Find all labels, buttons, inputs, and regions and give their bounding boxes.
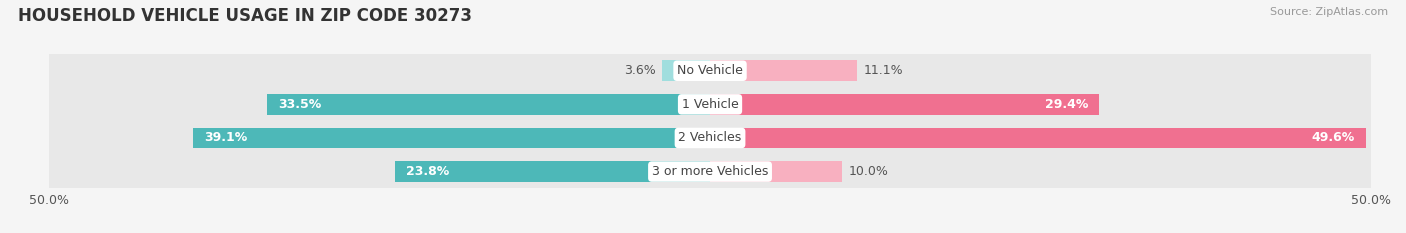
Bar	[193, 127, 710, 148]
Text: HOUSEHOLD VEHICLE USAGE IN ZIP CODE 30273: HOUSEHOLD VEHICLE USAGE IN ZIP CODE 3027…	[18, 7, 472, 25]
Text: 1 Vehicle: 1 Vehicle	[682, 98, 738, 111]
Text: 3.6%: 3.6%	[624, 64, 655, 77]
Bar	[49, 54, 1371, 88]
Text: 33.5%: 33.5%	[278, 98, 321, 111]
Bar	[710, 60, 856, 81]
Bar	[710, 94, 1098, 115]
Text: 2 Vehicles: 2 Vehicles	[679, 131, 741, 144]
Text: 10.0%: 10.0%	[849, 165, 889, 178]
Text: Source: ZipAtlas.com: Source: ZipAtlas.com	[1270, 7, 1388, 17]
Text: 39.1%: 39.1%	[204, 131, 247, 144]
Text: 29.4%: 29.4%	[1045, 98, 1088, 111]
Text: 49.6%: 49.6%	[1312, 131, 1355, 144]
Bar	[49, 121, 1371, 155]
Text: 3 or more Vehicles: 3 or more Vehicles	[652, 165, 768, 178]
Bar	[267, 94, 710, 115]
Bar	[710, 127, 1365, 148]
Bar	[662, 60, 710, 81]
Bar	[710, 161, 842, 182]
Text: No Vehicle: No Vehicle	[678, 64, 742, 77]
Text: 23.8%: 23.8%	[406, 165, 450, 178]
Bar	[49, 155, 1371, 188]
Bar	[395, 161, 710, 182]
Text: 11.1%: 11.1%	[863, 64, 903, 77]
Bar	[49, 88, 1371, 121]
